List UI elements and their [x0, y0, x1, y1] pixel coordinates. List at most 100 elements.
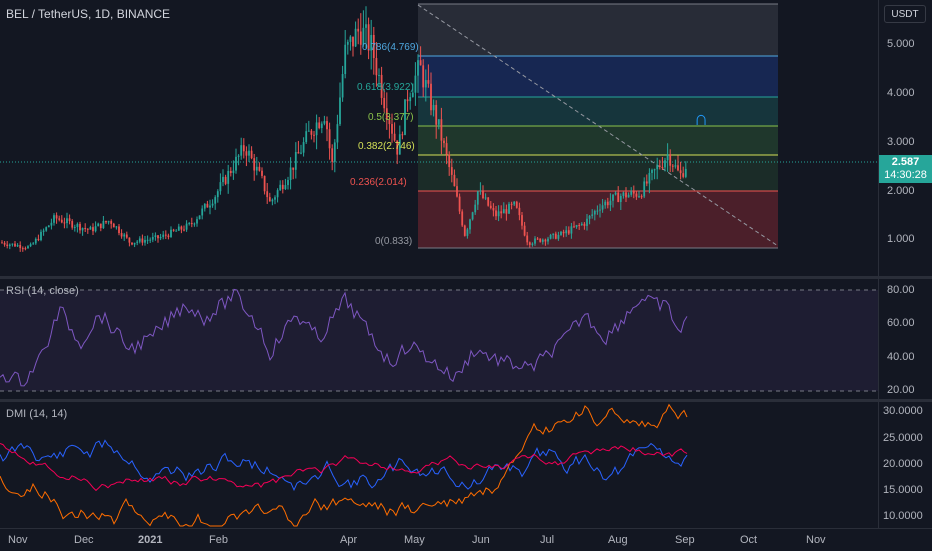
- candle-body: [53, 215, 55, 223]
- candle-body: [580, 223, 583, 226]
- time-axis[interactable]: Nov Dec 2021 Feb Apr May Jun Jul Aug Sep…: [0, 528, 932, 551]
- pane-separator[interactable]: [0, 276, 932, 279]
- candle-body: [201, 208, 204, 216]
- candle-body: [513, 201, 516, 205]
- candle-body: [268, 197, 271, 202]
- candle-body: [669, 154, 672, 166]
- candle-body: [560, 231, 562, 235]
- pane-separator[interactable]: [0, 399, 932, 402]
- candle-body: [276, 190, 279, 198]
- adx-line: [0, 443, 688, 492]
- candle-body: [502, 209, 505, 214]
- magnet-icon[interactable]: ∩: [694, 108, 709, 130]
- rsi-pane[interactable]: RSI (14, close): [0, 279, 878, 399]
- candle-body: [310, 130, 313, 135]
- candle-body: [539, 238, 542, 242]
- dmi-tick: 20.0000: [883, 458, 923, 470]
- candle-body: [97, 223, 100, 227]
- candle-body: [653, 169, 656, 171]
- candle-body: [461, 211, 464, 226]
- candle-body: [489, 205, 492, 209]
- dmi-pane[interactable]: DMI (14, 14): [0, 402, 878, 528]
- time-label: Nov: [8, 534, 28, 546]
- candle-body: [177, 226, 180, 231]
- candle-body: [292, 167, 295, 170]
- candle-body: [570, 226, 573, 234]
- candle-body: [466, 229, 469, 236]
- rsi-line: [0, 288, 688, 387]
- fib-level-0-label: 0(0.833): [375, 236, 413, 247]
- candle-body: [245, 151, 248, 156]
- dmi-scale[interactable]: 30.0000 25.0000 20.0000 15.0000 10.0000: [878, 402, 932, 528]
- candle-body: [417, 60, 419, 76]
- candlestick-chart[interactable]: [0, 0, 878, 276]
- candle-body: [180, 226, 183, 230]
- plus-di-line: [0, 439, 688, 492]
- price-tick: 1.000: [887, 233, 915, 245]
- candle-body: [469, 219, 471, 230]
- candle-body: [391, 124, 393, 134]
- candle-body: [42, 230, 45, 232]
- candle-body: [154, 235, 157, 237]
- candle-body: [443, 140, 445, 144]
- candle-body: [185, 223, 188, 230]
- candle-body: [193, 223, 196, 225]
- candle-body: [661, 167, 664, 169]
- candle-body: [297, 152, 300, 154]
- currency-button[interactable]: USDT: [884, 5, 926, 23]
- candle-body: [484, 197, 487, 199]
- candle-body: [6, 244, 9, 246]
- minus-di-line: [0, 403, 688, 527]
- candle-body: [190, 223, 193, 225]
- candle-body: [281, 184, 284, 190]
- candle-body: [456, 186, 458, 197]
- candle-body: [144, 240, 146, 243]
- candle-body: [398, 134, 401, 155]
- candle-body: [671, 165, 674, 167]
- candle-body: [227, 170, 230, 184]
- candle-body: [651, 169, 653, 173]
- candle-body: [81, 227, 84, 231]
- candle-body: [562, 231, 565, 234]
- price-tick: 2.000: [887, 185, 915, 197]
- candle-body: [583, 223, 586, 226]
- rsi-scale[interactable]: 80.00 60.00 40.00 20.00: [878, 279, 932, 399]
- candle-body: [549, 234, 552, 239]
- candle-body: [346, 41, 349, 45]
- candle-body: [29, 244, 32, 247]
- candle-body: [630, 191, 633, 195]
- candle-body: [385, 108, 388, 120]
- candle-body: [302, 142, 305, 153]
- dmi-chart[interactable]: [0, 402, 878, 528]
- candle-body: [237, 155, 240, 157]
- candle-body: [604, 201, 607, 206]
- candle-body: [110, 221, 113, 224]
- candle-body: [619, 195, 622, 202]
- price-chart-pane[interactable]: BEL / TetherUS, 1D, BINANCE 0.786(4.769)…: [0, 0, 878, 276]
- rsi-chart[interactable]: [0, 279, 878, 399]
- fib-zone: [418, 126, 778, 155]
- candle-body: [331, 148, 334, 162]
- price-scale[interactable]: 5.000 4.000 3.000 2.000 1.000: [878, 0, 932, 276]
- candle-body: [445, 143, 448, 155]
- candle-body: [643, 181, 646, 197]
- candle-body: [1, 242, 3, 244]
- candle-body: [521, 215, 523, 226]
- fib-level-0786-label: 0.786(4.769): [362, 42, 419, 53]
- candle-body: [541, 239, 544, 242]
- candle-body: [635, 193, 638, 197]
- candle-body: [138, 238, 141, 242]
- fib-zone: [418, 191, 778, 248]
- symbol-title: BEL / TetherUS, 1D, BINANCE: [6, 7, 171, 21]
- candle-body: [388, 119, 391, 125]
- time-label: Feb: [209, 534, 228, 546]
- candle-body: [318, 122, 321, 129]
- dmi-tick: 30.0000: [883, 405, 923, 417]
- candle-body: [162, 234, 165, 237]
- candle-body: [406, 99, 409, 102]
- candle-body: [214, 197, 217, 204]
- time-label: Oct: [740, 534, 758, 546]
- candle-body: [476, 191, 479, 205]
- candle-body: [307, 130, 310, 132]
- candle-body: [58, 218, 61, 220]
